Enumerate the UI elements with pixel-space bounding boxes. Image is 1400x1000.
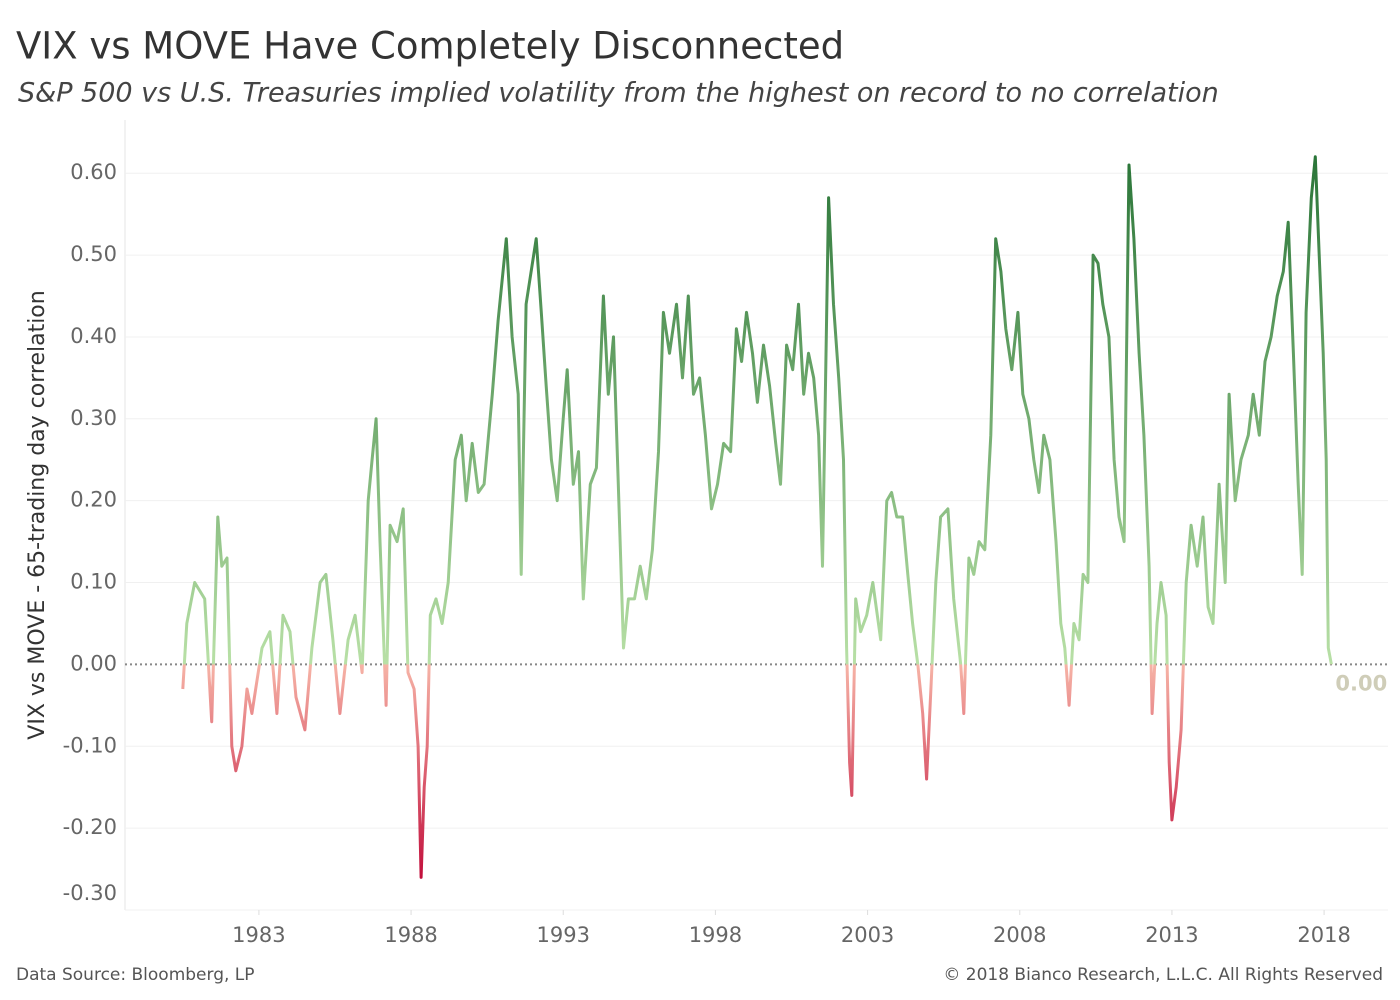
y-tick-label: 0.50	[70, 242, 117, 266]
source-note: Data Source: Bloomberg, LP	[16, 965, 255, 985]
y-tick-label: 0.40	[70, 324, 117, 348]
x-tick-label: 2013	[1145, 923, 1198, 947]
copyright-note: © 2018 Bianco Research, L.L.C. All Right…	[943, 965, 1383, 985]
y-tick-label: -0.20	[63, 815, 117, 839]
x-tick-label: 1993	[537, 923, 590, 947]
y-tick-label: 0.20	[70, 488, 117, 512]
x-tick-label: 1998	[689, 923, 742, 947]
x-tick-label: 1988	[384, 923, 437, 947]
chart-subtitle: S&P 500 vs U.S. Treasuries implied volat…	[18, 78, 1219, 109]
chart-title: VIX vs MOVE Have Completely Disconnected	[16, 25, 844, 68]
x-tick-label: 2008	[993, 923, 1046, 947]
y-tick-label: 0.30	[70, 406, 117, 430]
y-tick-label: -0.10	[63, 733, 117, 757]
y-tick-label: -0.30	[63, 881, 117, 905]
y-tick-label: 0.00	[70, 651, 117, 675]
x-tick-label: 2003	[841, 923, 894, 947]
last-value-label: 0.00	[1335, 671, 1387, 695]
y-axis-label: VIX vs MOVE - 65-trading day correlation	[25, 290, 50, 739]
y-tick-label: 0.60	[70, 160, 117, 184]
y-tick-label: 0.10	[70, 570, 117, 594]
x-tick-label: 1983	[232, 923, 285, 947]
x-tick-label: 2018	[1297, 923, 1350, 947]
series-line	[181, 155, 1333, 879]
